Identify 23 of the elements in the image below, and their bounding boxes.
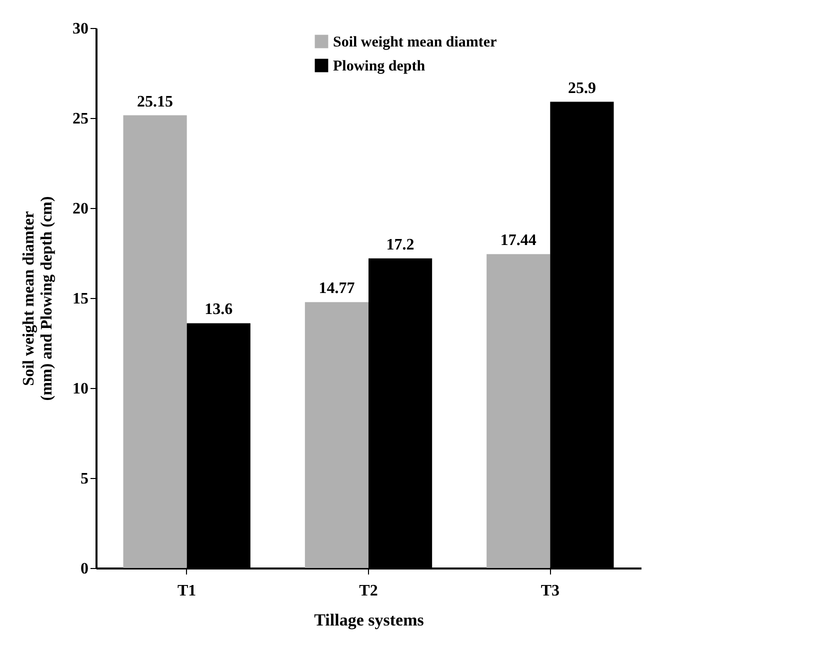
x-tick-label: T3 (540, 582, 560, 600)
legend-label: Plowing depth (333, 58, 426, 74)
data-label: 13.6 (204, 301, 233, 318)
y-tick-label: 25 (72, 110, 88, 128)
data-label: 14.77 (318, 280, 355, 298)
legend-label: Soil weight mean diamter (333, 34, 498, 50)
y-tick-label: 20 (72, 200, 88, 218)
x-tick-label: T2 (359, 582, 378, 600)
x-tick-label: T1 (177, 582, 196, 600)
bar (486, 254, 550, 568)
data-label: 25.15 (137, 93, 174, 110)
bar (304, 302, 368, 568)
data-label: 25.9 (568, 80, 596, 97)
x-axis-title: Tillage systems (314, 610, 424, 630)
y-tick-label: 15 (72, 290, 88, 308)
bar (123, 115, 187, 568)
data-label: 17.44 (500, 232, 536, 250)
data-label: 17.2 (386, 236, 414, 254)
y-axis-title: Soil weight mean diamter (mm) and Plowing depth (cm) (20, 196, 56, 401)
y-tick-label: 10 (72, 380, 88, 398)
y-tick-label: 30 (72, 20, 88, 38)
y-tick-label: 5 (80, 470, 88, 488)
y-tick-label: 0 (80, 560, 88, 578)
